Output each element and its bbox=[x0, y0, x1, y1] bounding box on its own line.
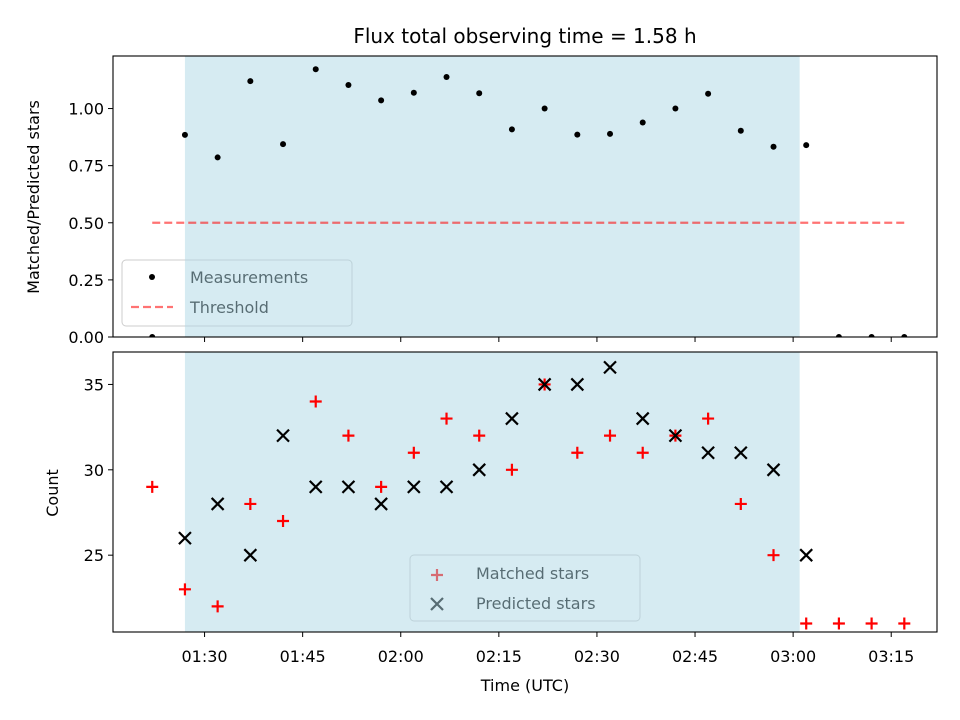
y-tick-label: 0.25 bbox=[68, 271, 104, 290]
matched-star-point bbox=[473, 429, 486, 442]
x-tick-label: 01:45 bbox=[280, 647, 326, 666]
matched-star-point bbox=[865, 617, 878, 630]
measurement-point bbox=[607, 130, 614, 137]
predicted-star-point bbox=[374, 497, 388, 511]
matched-star-point bbox=[309, 395, 322, 408]
bottom-panel: Count Time (UTC) Matched starsPredicted … bbox=[43, 351, 938, 695]
predicted-star-point bbox=[505, 411, 519, 426]
measurement-point bbox=[247, 78, 254, 85]
predicted-star-point bbox=[766, 463, 781, 477]
matched-star-point bbox=[375, 480, 388, 493]
predicted-star-point bbox=[570, 377, 585, 392]
predicted-star-point bbox=[668, 428, 683, 443]
measurement-point bbox=[443, 74, 450, 81]
matched-star-point bbox=[800, 617, 813, 630]
measurement-point bbox=[639, 119, 646, 126]
measurement-point bbox=[541, 105, 548, 112]
predicted-star-point bbox=[537, 377, 552, 392]
observing-window-shade bbox=[184, 352, 800, 632]
measurement-point bbox=[803, 142, 810, 149]
top-y-axis-title: Matched/Predicted stars bbox=[24, 100, 43, 294]
predicted-star-point bbox=[407, 480, 421, 494]
measurement-point bbox=[378, 97, 385, 104]
y-tick-label: 0.50 bbox=[68, 214, 104, 233]
y-tick-label: 25 bbox=[84, 546, 104, 565]
matched-star-point bbox=[604, 429, 617, 442]
matched-star-point bbox=[146, 480, 159, 493]
measurement-point bbox=[705, 90, 712, 97]
predicted-star-point bbox=[799, 548, 813, 562]
y-tick-label: 1.00 bbox=[68, 100, 104, 119]
matched-star-point bbox=[636, 446, 649, 459]
y-tick-label: 30 bbox=[84, 461, 104, 480]
predicted-star-point bbox=[439, 480, 454, 494]
matched-star-point bbox=[898, 617, 911, 630]
matched-star-point bbox=[244, 497, 257, 510]
measurement-point bbox=[312, 66, 319, 73]
matched-star-point bbox=[277, 515, 290, 528]
measurement-point bbox=[476, 90, 483, 97]
measurement-point bbox=[737, 127, 744, 134]
measurement-point bbox=[770, 143, 777, 150]
measurement-point bbox=[149, 334, 156, 337]
predicted-star-point bbox=[603, 360, 617, 375]
predicted-star-point bbox=[276, 428, 290, 443]
legend-measurement-marker bbox=[149, 274, 155, 280]
x-tick-label: 02:45 bbox=[672, 647, 718, 666]
matched-star-point bbox=[767, 549, 780, 562]
matched-star-point bbox=[702, 412, 715, 425]
matched-star-point bbox=[571, 446, 584, 459]
matched-star-point bbox=[178, 583, 191, 596]
predicted-star-point bbox=[635, 411, 650, 426]
x-tick-label: 02:15 bbox=[476, 647, 522, 666]
measurement-point bbox=[508, 126, 515, 133]
matched-star-point bbox=[407, 446, 420, 459]
x-tick-label: 01:30 bbox=[182, 647, 228, 666]
predicted-star-point bbox=[341, 480, 356, 494]
measurement-point bbox=[214, 154, 221, 161]
matched-star-point bbox=[440, 412, 453, 425]
measurement-point bbox=[280, 141, 287, 148]
predicted-star-point bbox=[243, 548, 258, 562]
x-tick-label: 03:15 bbox=[868, 647, 914, 666]
measurement-point bbox=[181, 131, 188, 138]
plot-frame bbox=[112, 351, 938, 633]
measurement-point bbox=[410, 89, 417, 96]
plot-content bbox=[149, 66, 908, 337]
matched-star-point bbox=[211, 600, 224, 613]
y-tick-label: 0.75 bbox=[68, 157, 104, 176]
measurement-point bbox=[901, 334, 908, 337]
matched-star-point bbox=[505, 463, 518, 476]
x-tick-label: 02:00 bbox=[378, 647, 424, 666]
predicted-star-point bbox=[210, 497, 225, 511]
observing-window-shade bbox=[184, 56, 800, 337]
matched-star-point bbox=[342, 429, 355, 442]
plot-content bbox=[146, 360, 911, 630]
x-tick-label: 03:00 bbox=[770, 647, 816, 666]
measurement-point bbox=[574, 131, 581, 138]
predicted-star-point bbox=[178, 531, 192, 545]
measurement-point bbox=[672, 105, 679, 112]
predicted-star-point bbox=[734, 445, 748, 460]
predicted-star-point bbox=[701, 445, 715, 460]
y-tick-label: 0.00 bbox=[68, 328, 104, 347]
measurement-point bbox=[868, 334, 875, 337]
measurement-point bbox=[345, 82, 352, 89]
plot-frame bbox=[112, 55, 938, 338]
y-tick-label: 35 bbox=[84, 375, 104, 394]
x-tick-label: 02:30 bbox=[574, 647, 620, 666]
matched-star-point bbox=[734, 497, 747, 510]
chart-title: Flux total observing time = 1.58 h bbox=[353, 24, 696, 48]
predicted-star-point bbox=[308, 480, 323, 494]
x-axis-title: Time (UTC) bbox=[480, 676, 569, 695]
top-panel: Matched/Predicted stars MeasurementsThre… bbox=[24, 55, 938, 347]
predicted-star-point bbox=[472, 463, 486, 477]
matched-star-point bbox=[832, 617, 845, 630]
bottom-y-axis-title: Count bbox=[43, 469, 62, 517]
measurement-point bbox=[835, 334, 842, 337]
